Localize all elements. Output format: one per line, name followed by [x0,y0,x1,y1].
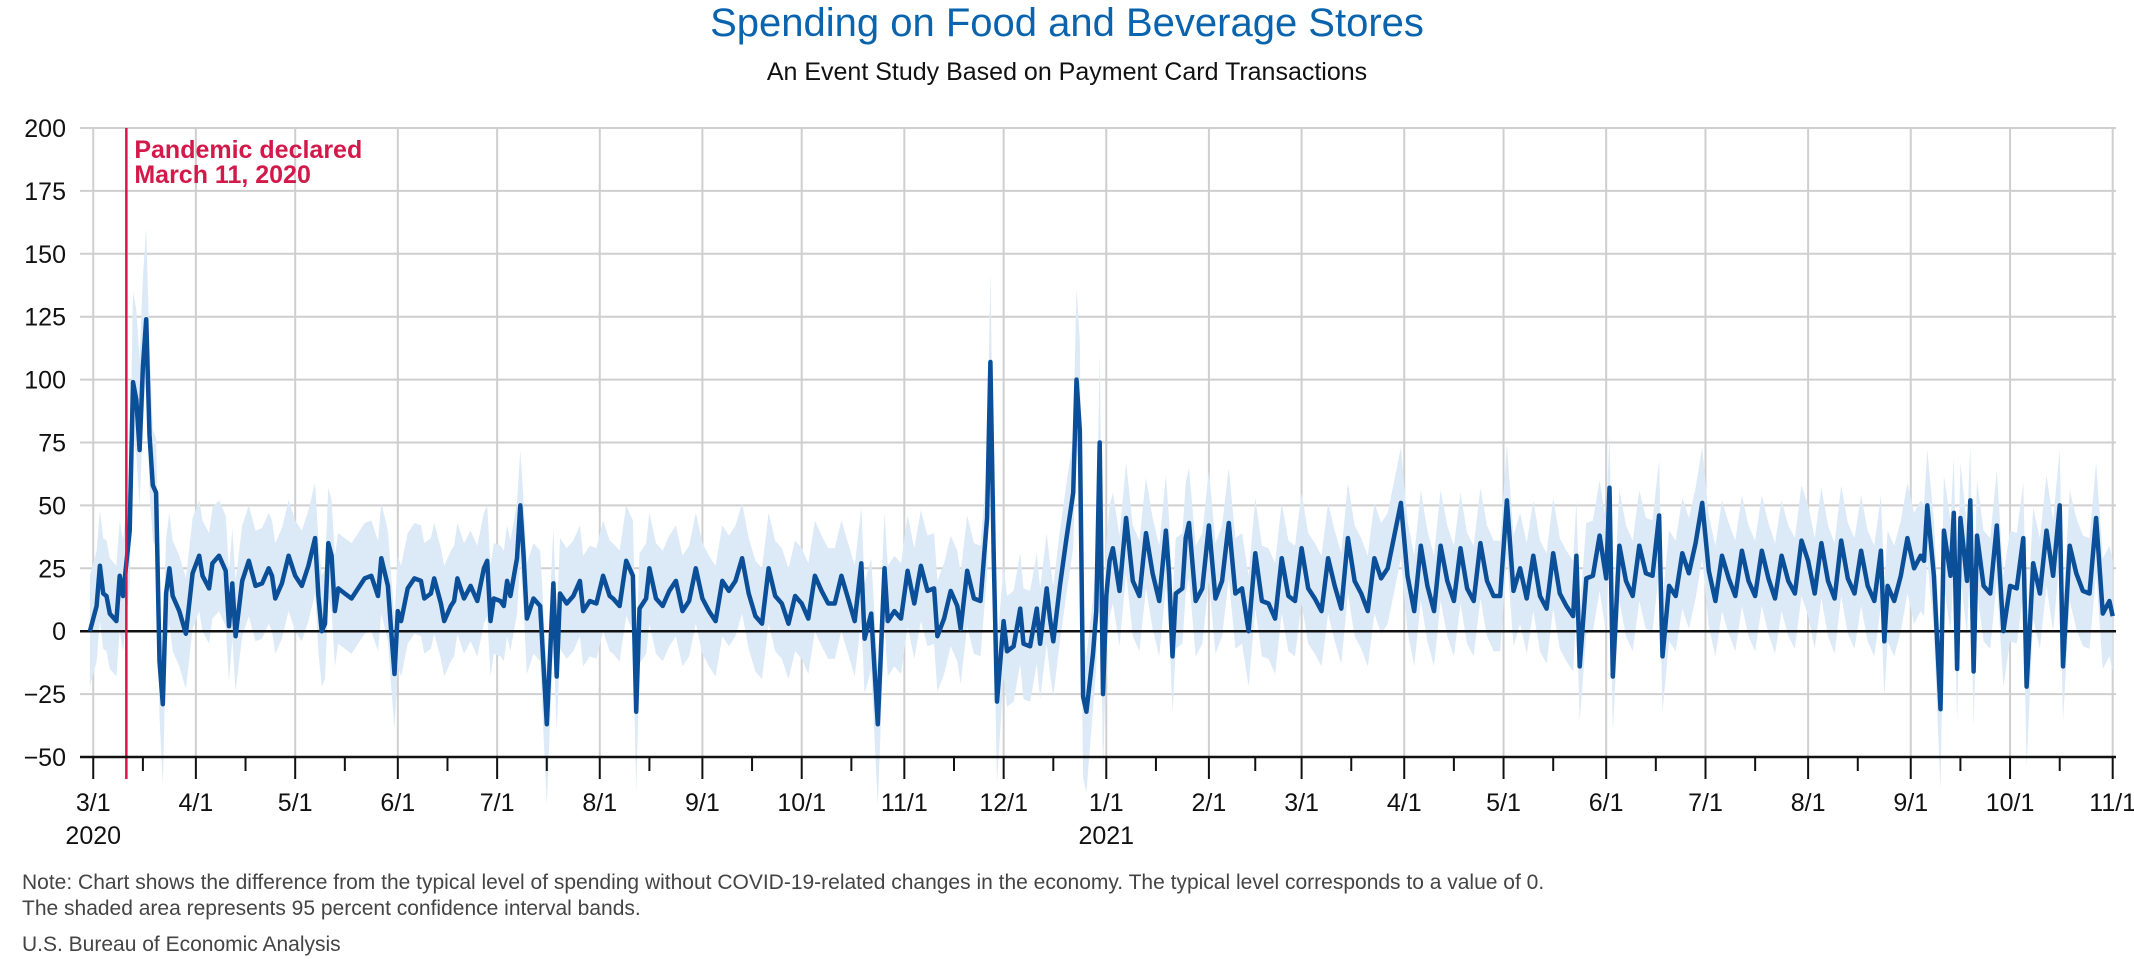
y-tick-label: −25 [24,681,66,709]
x-tick-label: 3/1 [76,789,111,817]
y-tick-label: 75 [38,430,66,458]
y-tick-label: 50 [38,492,66,520]
x-tick-label: 2/1 [1192,789,1227,817]
chart-note: Note: Chart shows the difference from th… [22,870,1544,922]
x-tick-label: 10/1 [777,789,826,817]
y-tick-label: 25 [38,555,66,583]
x-tick-label: 3/1 [1284,789,1319,817]
note-line-2: The shaded area represents 95 percent co… [22,897,641,920]
x-tick-label: 6/1 [380,789,415,817]
x-tick-label: 8/1 [582,789,617,817]
x-tick-label: 5/1 [278,789,313,817]
x-tick-label: 8/1 [1791,789,1826,817]
y-tick-label: 150 [24,241,66,269]
x-tick-label: 7/1 [480,789,515,817]
x-tick-label: 9/1 [685,789,720,817]
y-tick-label: 125 [24,304,66,332]
x-tick-label: 11/1 [2089,789,2134,817]
annotation-line-2: March 11, 2020 [134,161,311,189]
chart-subtitle: An Event Study Based on Payment Card Tra… [766,58,1368,86]
x-tick-label: 6/1 [1589,789,1624,817]
y-tick-label: −50 [24,744,66,772]
chart-title: Spending on Food and Beverage Stores [710,1,1424,45]
x-tick-label: 10/1 [1986,789,2035,817]
source-credit: U.S. Bureau of Economic Analysis [22,933,341,956]
x-tick-label: 1/1 [1089,789,1124,817]
y-tick-label: 200 [24,115,66,143]
y-tick-label: 0 [52,618,66,646]
axes: −50 −25 0 25 50 75 100 125 150 175 200 3/1 2020 4/1 5/… [24,115,2134,850]
y-tick-label: 175 [24,178,66,206]
y-tick-label: 100 [24,367,66,395]
annotation-line-1: Pandemic declared [134,136,362,164]
x-tick-label: 7/1 [1688,789,1723,817]
spending-series [87,316,2115,727]
x-tick-label: 5/1 [1486,789,1521,817]
x-tick-label: 4/1 [1387,789,1422,817]
x-tick-label: 9/1 [1893,789,1928,817]
x-year-label: 2020 [65,822,121,850]
note-line-1: Note: Chart shows the difference from th… [22,871,1545,894]
x-year-label: 2021 [1078,822,1134,850]
x-tick-label: 12/1 [979,789,1028,817]
spending-line [87,316,2115,727]
x-tick-label: 11/1 [881,789,928,817]
x-tick-label: 4/1 [178,789,213,817]
